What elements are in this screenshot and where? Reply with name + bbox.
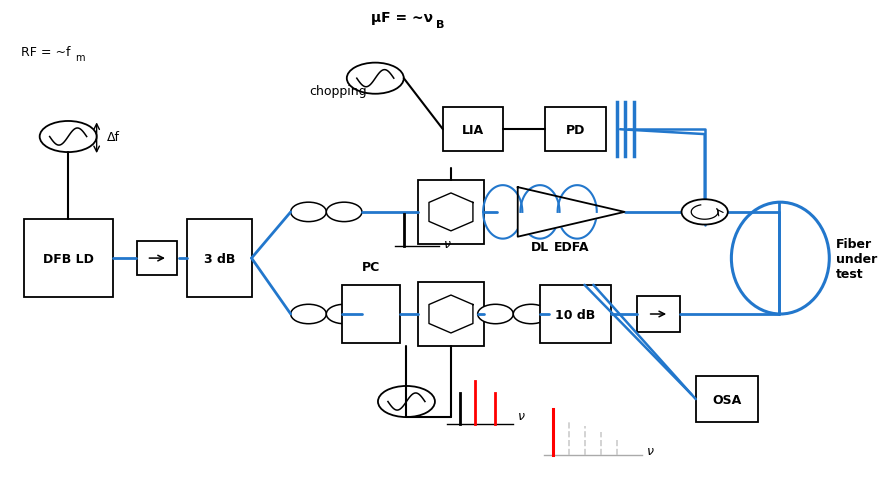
Text: ν: ν [647, 445, 654, 458]
Text: PD: PD [566, 123, 585, 137]
Text: DL: DL [530, 241, 549, 254]
Text: PC: PC [362, 260, 380, 273]
Circle shape [326, 305, 362, 324]
Circle shape [681, 200, 728, 225]
Text: μF = ~ν: μF = ~ν [371, 11, 433, 25]
Text: Δf: Δf [106, 131, 120, 144]
FancyBboxPatch shape [418, 181, 484, 244]
FancyBboxPatch shape [23, 220, 113, 297]
Text: OSA: OSA [713, 393, 741, 406]
Text: m: m [75, 53, 85, 63]
Text: chopping: chopping [309, 84, 367, 98]
FancyBboxPatch shape [188, 220, 252, 297]
FancyBboxPatch shape [546, 108, 605, 152]
FancyBboxPatch shape [443, 108, 504, 152]
Text: LIA: LIA [463, 123, 484, 137]
Circle shape [291, 203, 326, 222]
Circle shape [478, 305, 513, 324]
Circle shape [326, 203, 362, 222]
FancyBboxPatch shape [138, 242, 177, 276]
Circle shape [346, 63, 404, 95]
FancyBboxPatch shape [540, 285, 611, 344]
FancyBboxPatch shape [696, 376, 758, 422]
Text: 3 dB: 3 dB [204, 252, 235, 265]
Circle shape [513, 305, 549, 324]
Text: ν: ν [444, 237, 451, 250]
Text: ν: ν [518, 409, 525, 422]
Circle shape [291, 305, 326, 324]
FancyBboxPatch shape [418, 283, 484, 346]
Text: B: B [436, 20, 444, 30]
Circle shape [39, 122, 96, 153]
Text: DFB LD: DFB LD [43, 252, 94, 265]
FancyBboxPatch shape [637, 296, 680, 332]
Circle shape [378, 386, 435, 417]
Text: Fiber
under
test: Fiber under test [836, 237, 877, 280]
Text: RF = ~f: RF = ~f [21, 46, 71, 59]
Text: 10 dB: 10 dB [555, 308, 596, 321]
FancyBboxPatch shape [342, 285, 400, 344]
Polygon shape [518, 188, 624, 237]
Text: EDFA: EDFA [554, 241, 588, 254]
